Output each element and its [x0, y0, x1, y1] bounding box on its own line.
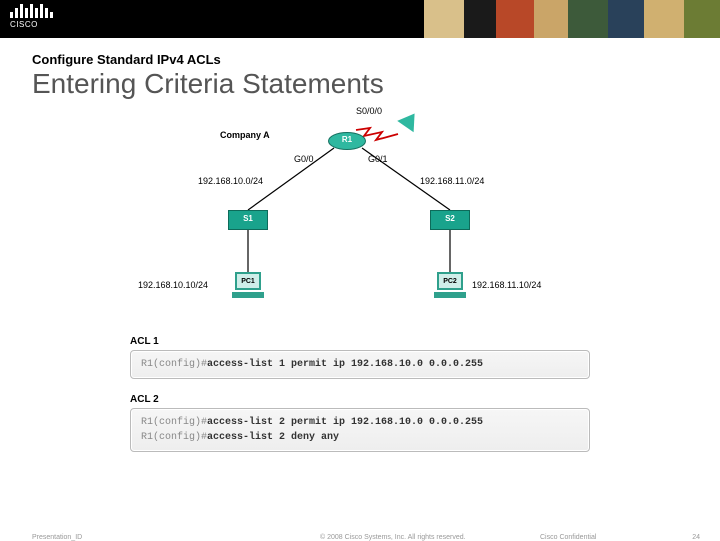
acl2-line-1-cmd: access-list 2 deny any [207, 432, 339, 443]
net-left-label: 192.168.10.0/24 [198, 176, 263, 186]
pc2: PC2 [434, 272, 466, 300]
slide-subtitle: Configure Standard IPv4 ACLs [32, 52, 221, 67]
cisco-logo: CISCO [10, 4, 53, 29]
pc2-net-label: 192.168.11.10/24 [472, 280, 541, 290]
acl1-line-0: R1(config)#access-list 1 permit ip 192.1… [141, 357, 579, 372]
pc1-label: PC1 [232, 278, 264, 285]
pc2-label: PC2 [434, 278, 466, 285]
acl2-line-0-prompt: R1(config)# [141, 417, 207, 428]
slide-title: Entering Criteria Statements [32, 68, 384, 100]
pc1: PC1 [232, 272, 264, 300]
acl1-codeblock: R1(config)#access-list 1 permit ip 192.1… [130, 350, 590, 379]
cisco-logo-bars [10, 4, 53, 18]
router-r1 [328, 132, 366, 150]
header-bar: CISCO [0, 0, 720, 38]
switch-s1 [228, 210, 268, 230]
acl2-line-0: R1(config)#access-list 2 permit ip 192.1… [141, 415, 579, 430]
acl2-codeblock: R1(config)#access-list 2 permit ip 192.1… [130, 408, 590, 452]
pc1-net-label: 192.168.10.10/24 [138, 280, 208, 290]
switch-s2 [430, 210, 470, 230]
router-if-left: G0/0 [294, 154, 314, 164]
acl2-line-0-cmd: access-list 2 permit ip 192.168.10.0 0.0… [207, 417, 483, 428]
acl2-label: ACL 2 [130, 394, 159, 405]
acl1-line-0-cmd: access-list 1 permit ip 192.168.10.0 0.0… [207, 359, 483, 370]
router-if-right: G0/1 [368, 154, 388, 164]
wan-interface-label: S0/0/0 [356, 106, 382, 116]
net-right-label: 192.168.11.0/24 [420, 176, 484, 186]
acl2-line-1-prompt: R1(config)# [141, 432, 207, 443]
acl2-line-1: R1(config)#access-list 2 deny any [141, 430, 579, 445]
network-diagram: Company A S0/0/0 G0/0 G0/1 192.168.10.0/… [120, 106, 600, 336]
cisco-logo-text: CISCO [10, 20, 53, 29]
header-photo-strip [424, 0, 720, 38]
acl1-label: ACL 1 [130, 336, 159, 347]
company-label: Company A [220, 130, 270, 140]
acl1-line-0-prompt: R1(config)# [141, 359, 207, 370]
